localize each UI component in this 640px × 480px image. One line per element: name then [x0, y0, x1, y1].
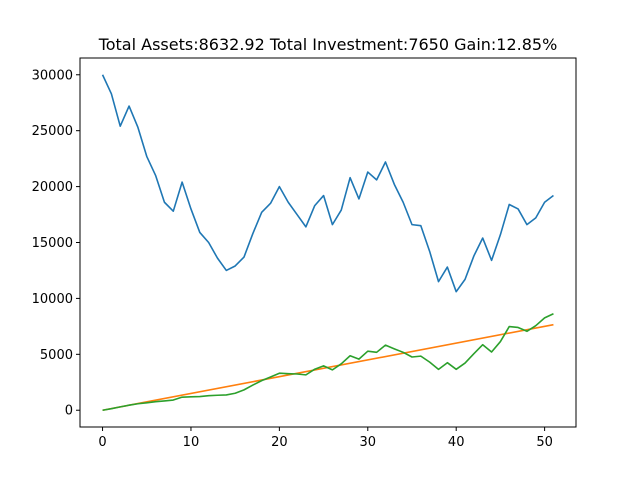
plot-area: [80, 58, 576, 427]
y-tick-label: 10000: [32, 292, 73, 307]
y-tick-label: 15000: [32, 236, 73, 251]
y-tick-label: 20000: [32, 180, 73, 195]
chart-title: Total Assets:8632.92 Total Investment:76…: [98, 35, 558, 54]
x-axis: 0 10 20 30 40 50: [98, 427, 553, 450]
series-line-3: [102, 313, 554, 412]
x-tick-label: 0: [98, 435, 106, 450]
y-axis: 0 5000 10000 15000 20000 25000 30000: [32, 68, 80, 419]
x-tick-label: 50: [536, 435, 553, 450]
y-tick-label: 0: [65, 404, 73, 419]
series-layer: [101, 74, 554, 412]
x-tick-label: 10: [183, 435, 200, 450]
y-tick-label: 25000: [32, 124, 73, 139]
x-tick-label: 30: [360, 435, 377, 450]
plot-frame: [79, 57, 577, 428]
x-tick-label: 20: [271, 435, 288, 450]
y-tick-label: 5000: [40, 348, 73, 363]
series-line-1: [101, 74, 554, 293]
x-tick-label: 40: [448, 435, 465, 450]
y-tick-label: 30000: [32, 68, 73, 83]
